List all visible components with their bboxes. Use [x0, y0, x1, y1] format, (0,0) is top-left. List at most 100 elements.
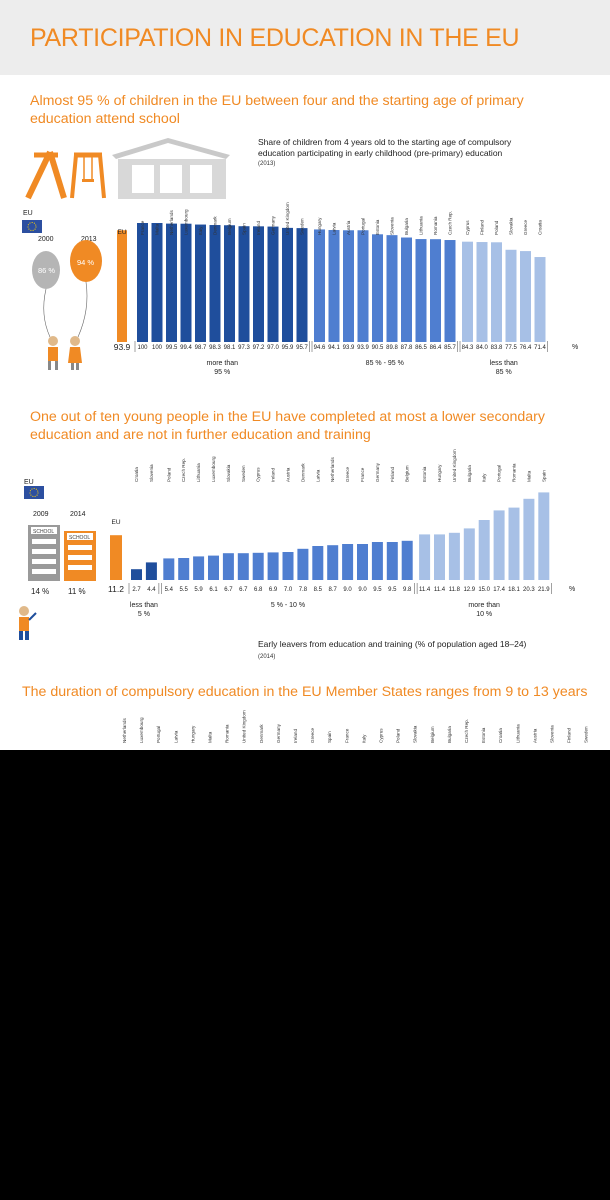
- bar-finland: [386, 542, 398, 580]
- bar-belgium: [401, 540, 413, 580]
- country-header-slovakia: Slovakia: [413, 725, 418, 743]
- bar-hungary: [434, 534, 445, 580]
- section2-bar-chart: EU 11.2 Croatia 2.7 Slovenia 4.4 Poland 5.4 Czec…: [108, 449, 575, 618]
- unit-label: %: [572, 344, 578, 351]
- bar-slovenia: [145, 562, 157, 580]
- category-label-united-kingdom: United Kingdom: [285, 202, 290, 235]
- bar-austria: [282, 552, 294, 580]
- balloon-value-2013: 94 %: [77, 258, 94, 267]
- value-label-france: 100: [137, 345, 148, 351]
- value-label-estonia: 11.4: [419, 587, 431, 593]
- bar-netherlands: [166, 223, 177, 342]
- section2-illustration: EU 2009 2014 SCHOOL SCHOOL: [19, 479, 96, 640]
- category-label-netherlands: Netherlands: [169, 210, 174, 235]
- category-label-austria: Austria: [286, 467, 291, 482]
- building-sign-2014: SCHOOL: [69, 535, 90, 541]
- value-label-latvia: 8.5: [314, 587, 323, 593]
- category-label-portugal: Portugal: [361, 218, 366, 235]
- value-label-hungary: 94.6: [314, 345, 326, 351]
- category-label-luxembourg: Luxembourg: [211, 456, 216, 482]
- bar-finland: [476, 242, 488, 342]
- category-label-croatia: Croatia: [538, 220, 543, 235]
- category-label-germany: Germany: [375, 462, 380, 482]
- category-label-bulgaria: Bulgaria: [404, 218, 409, 235]
- bar-luxembourg: [208, 555, 219, 580]
- country-header-finland: Finland: [567, 727, 572, 743]
- group-label: more than 95 %: [206, 360, 238, 376]
- building-value-2009: 14 %: [31, 587, 49, 596]
- value-label-belgium: 9.8: [403, 587, 412, 593]
- country-header-lithuania: Lithuania: [515, 724, 520, 743]
- bar-germany: [371, 542, 383, 580]
- value-label-luxembourg: 6.1: [209, 587, 218, 593]
- bar-denmark: [297, 548, 309, 580]
- section1-bar-chart: EU 93.9 France 100 Malta 100 Netherlands 99.5 Lu…: [114, 202, 579, 376]
- value-label-estonia: 90.5: [372, 345, 384, 351]
- category-label-finland: Finland: [480, 219, 485, 235]
- category-label-slovenia: Slovenia: [390, 217, 395, 235]
- country-header-romania: Romania: [225, 724, 230, 743]
- bar-spain: [538, 492, 550, 580]
- section2-year: (2014): [258, 654, 276, 660]
- category-label-latvia: Latvia: [332, 222, 337, 235]
- country-header-germany: Germany: [276, 723, 281, 743]
- value-label-italy: 98.7: [195, 345, 207, 351]
- value-label-spain: 21.9: [538, 587, 550, 593]
- school-building-icon: [112, 138, 230, 199]
- category-label-france: France: [140, 220, 145, 235]
- category-label-malta: Malta: [526, 470, 531, 482]
- category-label-denmark: Denmark: [213, 216, 218, 235]
- category-label-estonia: Estonia: [422, 466, 427, 482]
- category-label-greece: Greece: [523, 219, 528, 235]
- section3-duration-chart: START compulsory education age 4 Netherl…: [27, 710, 589, 782]
- section1-eu-flag-label: EU: [23, 210, 33, 217]
- bar-estonia: [419, 534, 431, 580]
- category-label-croatia: Croatia: [134, 467, 139, 482]
- value-label-portugal: 93.9: [357, 345, 369, 351]
- bar-czech-rep: [444, 240, 456, 342]
- group-label: 85 % - 95 %: [366, 360, 404, 367]
- value-label-greece: 76.4: [520, 345, 532, 351]
- eu-bar-value: 93.9: [114, 342, 131, 352]
- bar-ireland: [267, 552, 279, 580]
- category-label-poland: Poland: [494, 220, 499, 235]
- bar-austria: [343, 230, 354, 342]
- category-label-cyprus: Cyprus: [256, 467, 261, 482]
- bar-bulgaria: [401, 237, 412, 342]
- category-label-slovenia: Slovenia: [149, 464, 154, 482]
- blank-area: [0, 750, 610, 1200]
- school-2014-icon: SCHOOL: [64, 531, 96, 581]
- value-label-czech-rep: 5.5: [180, 587, 189, 593]
- category-label-estonia: Estonia: [375, 219, 380, 235]
- section1-subtitle: Share of children from 4 years old to th…: [258, 137, 512, 158]
- value-label-sweden: 95.7: [296, 345, 308, 351]
- value-label-germany: 97.0: [267, 345, 279, 351]
- bar-eu: [110, 535, 122, 580]
- category-label-italy: Italy: [198, 226, 203, 235]
- bar-slovakia: [222, 553, 234, 580]
- eu-bar-value: 11.2: [108, 584, 124, 594]
- country-header-austria: Austria: [532, 728, 537, 743]
- building-sign-2009: SCHOOL: [33, 529, 54, 535]
- content-area: Almost 95 % of children in the EU betwee…: [0, 75, 610, 782]
- value-label-malta: 20.3: [523, 587, 535, 593]
- section2-heading: One out of ten young people in the EU ha…: [30, 409, 546, 443]
- bar-malta: [523, 498, 535, 580]
- value-label-austria: 93.9: [343, 345, 355, 351]
- country-header-estonia: Estonia: [481, 727, 486, 743]
- value-label-netherlands: 8.7: [329, 587, 338, 593]
- category-label-malta: Malta: [155, 223, 160, 235]
- bar-romania: [508, 507, 520, 580]
- bar-latvia: [328, 230, 340, 342]
- category-label-lithuania: Lithuania: [419, 216, 424, 235]
- bar-portugal: [493, 510, 505, 580]
- category-label-sweden: Sweden: [241, 465, 246, 482]
- page-title: PARTICIPATION IN EDUCATION IN THE EU: [30, 24, 520, 52]
- group-label: 5 % - 10 %: [271, 602, 305, 609]
- value-label-ireland: 97.2: [253, 345, 265, 351]
- bar-lithuania: [193, 556, 205, 580]
- value-label-spain: 97.3: [238, 345, 250, 351]
- section2-eu-flag-label: EU: [24, 479, 34, 486]
- value-label-cyprus: 6.8: [254, 587, 263, 593]
- category-label-greece: Greece: [345, 466, 350, 482]
